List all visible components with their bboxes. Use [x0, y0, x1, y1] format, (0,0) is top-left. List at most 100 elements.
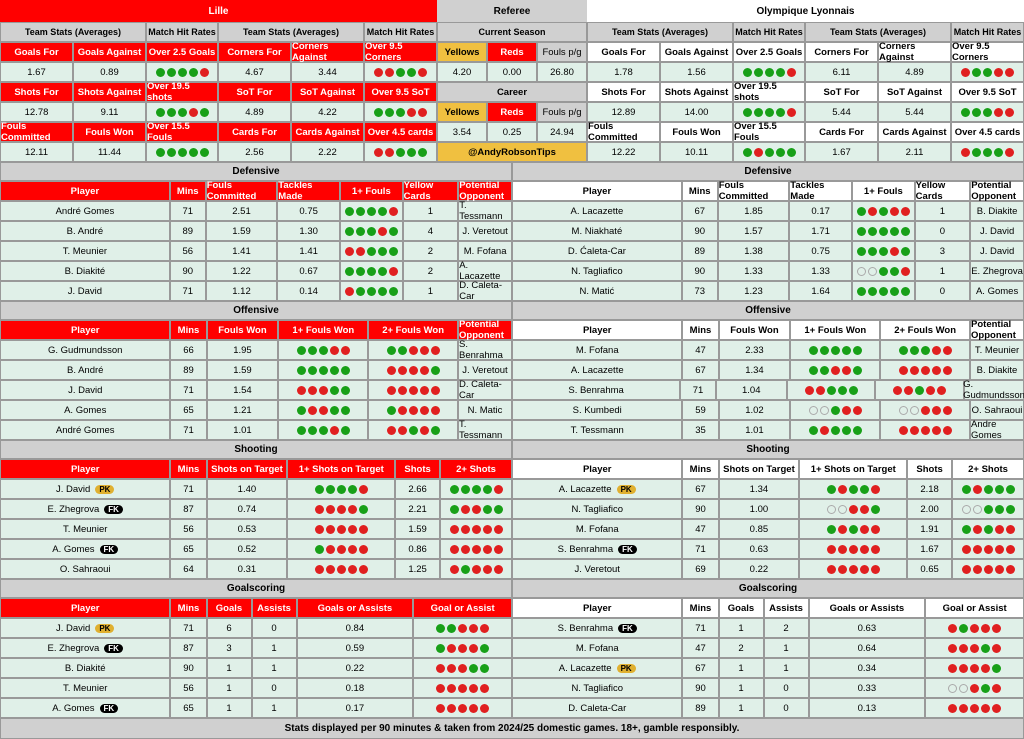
- stat-head: Team Stats (Averages): [218, 22, 364, 42]
- table-cell: 1.59: [206, 221, 278, 241]
- col-header: Shots on Target: [207, 459, 288, 479]
- table-cell: [278, 340, 368, 360]
- table-cell: B. André: [0, 221, 170, 241]
- col-header: 1+ Fouls Won: [790, 320, 880, 340]
- value: 0.89: [73, 62, 146, 82]
- table-cell: B. Diakité: [0, 658, 170, 678]
- table-cell: M. Fofana: [512, 519, 682, 539]
- table-cell: S. BenrahmaFK: [512, 539, 682, 559]
- table-cell: 0.84: [297, 618, 414, 638]
- table-cell: 0.22: [719, 559, 800, 579]
- table-cell: 90: [170, 658, 206, 678]
- value: 4.20: [437, 62, 487, 82]
- table-cell: 1.91: [907, 519, 952, 539]
- table-cell: A. GomesFK: [0, 698, 170, 718]
- career-label: Career: [437, 82, 587, 102]
- value: 4.89: [878, 62, 951, 82]
- label: Over 4.5 cards: [364, 122, 437, 142]
- ref-yellows-label: Yellows: [437, 42, 487, 62]
- table-cell: 59: [682, 400, 718, 420]
- table-cell: 67: [682, 479, 718, 499]
- table-cell: 1: [207, 678, 252, 698]
- ref-yellows-label: Yellows: [437, 102, 487, 122]
- table-cell: 35: [682, 420, 718, 440]
- table-cell: B. André: [0, 360, 170, 380]
- table-cell: D. Caleta-Car: [512, 698, 682, 718]
- table-cell: T. Meunier: [0, 678, 170, 698]
- label: Shots Against: [73, 82, 146, 102]
- table-cell: 90: [170, 261, 206, 281]
- table-cell: [440, 479, 512, 499]
- value: 0.00: [487, 62, 537, 82]
- hit-dots: [733, 62, 805, 82]
- stat-head: Match Hit Rates: [733, 22, 805, 42]
- table-cell: [287, 539, 395, 559]
- table-cell: [925, 638, 1024, 658]
- table-cell: 1: [719, 698, 764, 718]
- label: Cards Against: [291, 122, 364, 142]
- table-cell: [952, 499, 1024, 519]
- table-cell: 90: [682, 221, 718, 241]
- table-cell: 6: [207, 618, 252, 638]
- table-cell: 0.67: [277, 261, 340, 281]
- col-header: 2+ Shots: [952, 459, 1024, 479]
- col-header: Mins: [170, 598, 206, 618]
- table-cell: O. Sahraoui: [970, 400, 1024, 420]
- col-header: Goals or Assists: [809, 598, 926, 618]
- ref-reds-label: Reds: [487, 42, 537, 62]
- table-cell: [852, 241, 915, 261]
- table-cell: [368, 340, 458, 360]
- table-cell: 47: [682, 519, 718, 539]
- label: Corners Against: [878, 42, 951, 62]
- stats-dashboard: Lille Referee Olympique Lyonnais Team St…: [0, 0, 1024, 739]
- label: Cards For: [218, 122, 291, 142]
- table-cell: T. Tessmann: [458, 201, 512, 221]
- table-cell: 1: [719, 618, 764, 638]
- table-cell: [413, 698, 512, 718]
- table-cell: [440, 499, 512, 519]
- col-header: Player: [0, 320, 170, 340]
- table-cell: 0.34: [809, 658, 926, 678]
- table-cell: 1: [719, 658, 764, 678]
- section-title: Goalscoring: [512, 579, 1024, 598]
- table-cell: 0.75: [789, 241, 852, 261]
- label: Fouls Won: [73, 122, 146, 142]
- label: Over 15.5 Fouls: [146, 122, 218, 142]
- hit-dots: [146, 102, 218, 122]
- table-cell: [952, 539, 1024, 559]
- table-cell: [368, 420, 458, 440]
- table-cell: 67: [682, 658, 718, 678]
- col-header: Shots: [395, 459, 440, 479]
- table-cell: A. Lacazette: [512, 201, 682, 221]
- table-cell: 0.63: [719, 539, 800, 559]
- table-cell: 0: [252, 678, 297, 698]
- label: Shots For: [0, 82, 73, 102]
- table-cell: J. DavidPK: [0, 618, 170, 638]
- table-cell: G. Gudmundsson: [964, 380, 1024, 400]
- label: Over 9.5 SoT: [951, 82, 1024, 102]
- col-header: Shots on Target: [719, 459, 800, 479]
- table-cell: 1.85: [718, 201, 790, 221]
- stat-head: Match Hit Rates: [951, 22, 1024, 42]
- table-cell: J. DavidPK: [0, 479, 170, 499]
- table-cell: 0: [764, 678, 809, 698]
- col-header: Mins: [682, 459, 718, 479]
- label: Over 15.5 Fouls: [733, 122, 805, 142]
- table-cell: A. Gomes: [970, 281, 1024, 301]
- stat-label-row-1: Goals For Goals Against Over 2.5 Goals C…: [0, 42, 1024, 62]
- label: Corners For: [218, 42, 291, 62]
- table-cell: N. Matić: [512, 281, 682, 301]
- table-cell: S. Kumbedi: [512, 400, 682, 420]
- table-cell: S. Benrahma: [512, 380, 680, 400]
- table-cell: 1: [719, 678, 764, 698]
- table-cell: [287, 519, 395, 539]
- col-header: Mins: [170, 320, 206, 340]
- table-cell: 71: [170, 281, 206, 301]
- table-cell: [852, 281, 915, 301]
- table-cell: T. Tessmann: [512, 420, 682, 440]
- table-cell: 1.30: [277, 221, 340, 241]
- table-cell: [787, 380, 876, 400]
- table-cell: 1.57: [718, 221, 790, 241]
- table-cell: 1: [764, 658, 809, 678]
- footer-text: Stats displayed per 90 minutes & taken f…: [0, 718, 1024, 739]
